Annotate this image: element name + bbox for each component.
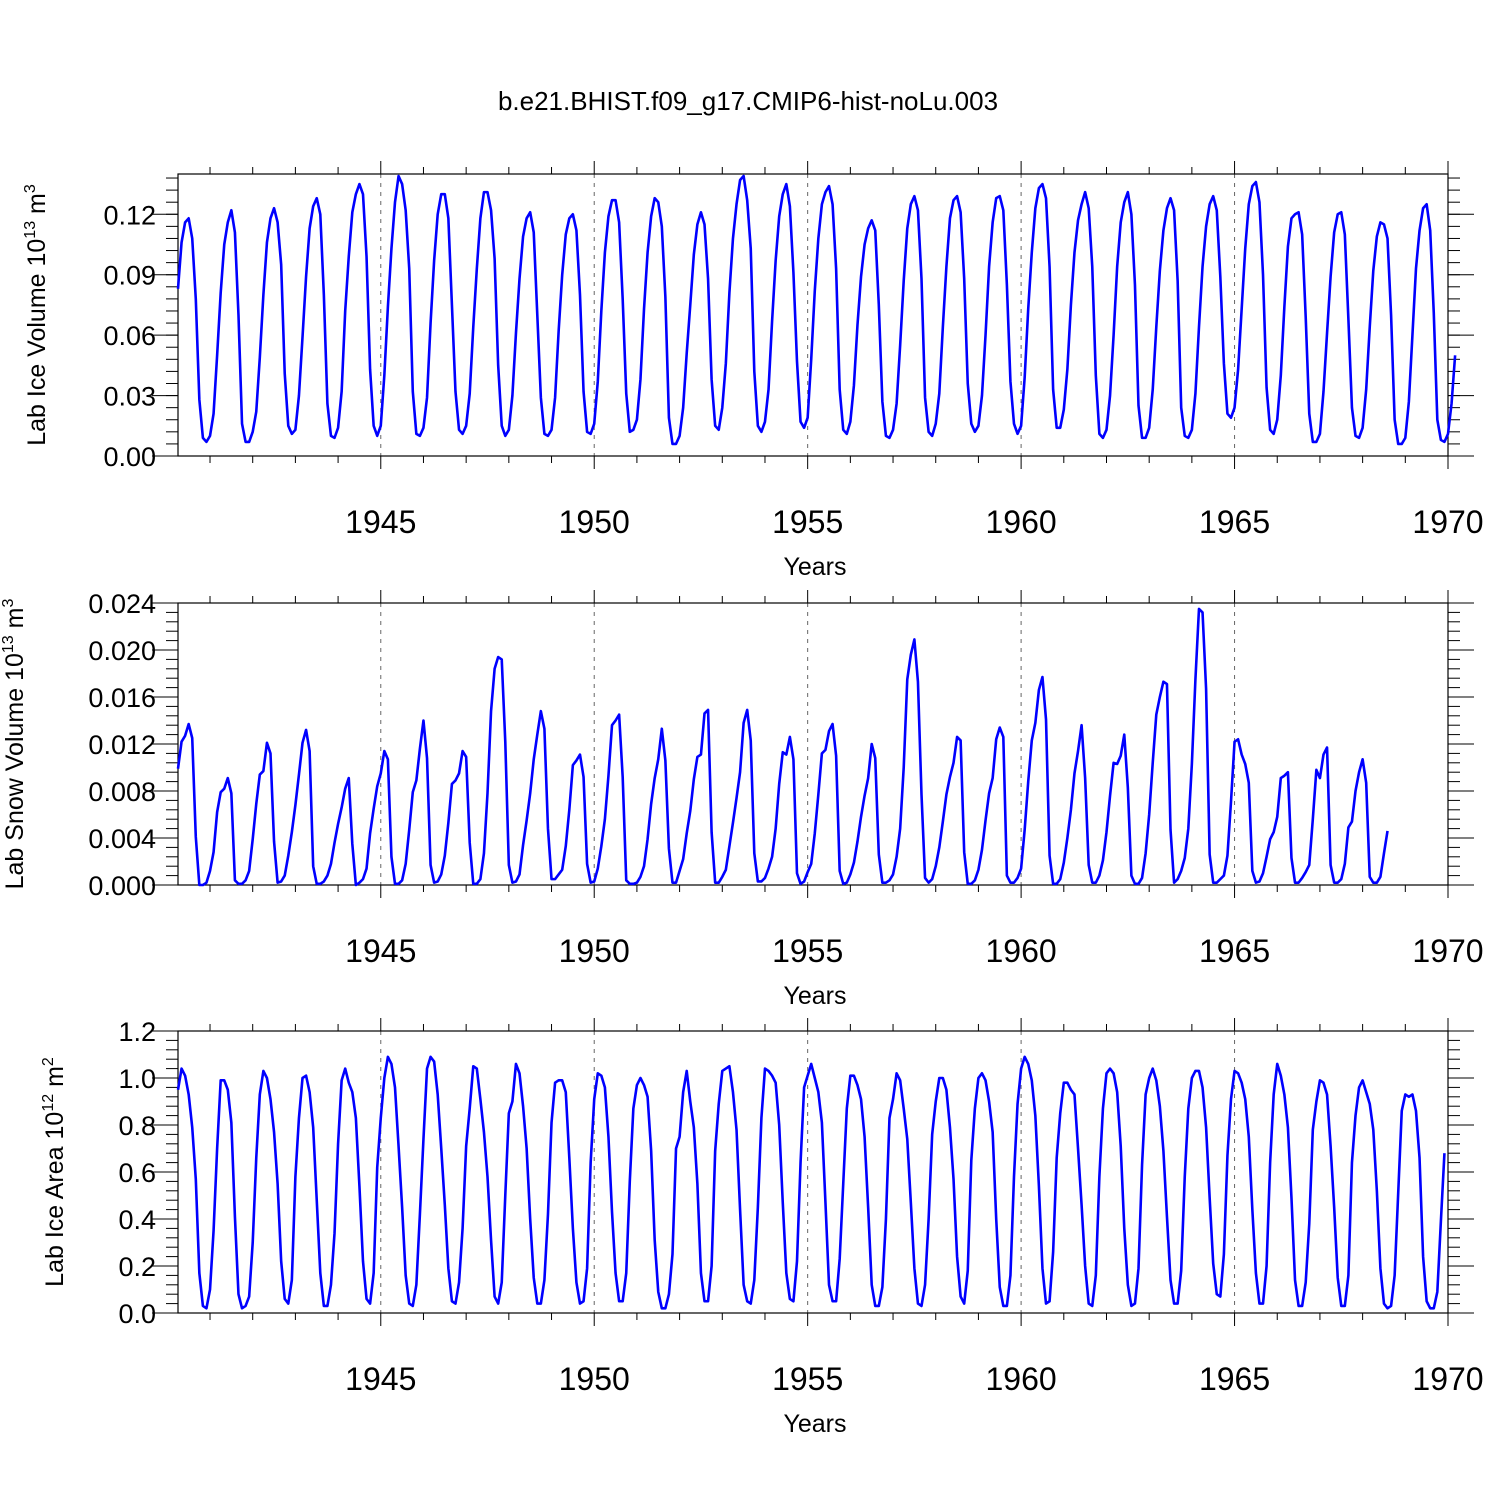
y-axis-title: Lab Ice Area 1012 m2 [40,1057,69,1287]
panel-1: 1945 1950 1955 1960 1965 1970 Years 0.00 0.03 0.0… [22,161,1484,581]
series-line-1 [176,174,1457,446]
x-tick-label: 1945 [345,933,416,969]
y-tick-label: 0.020 [88,636,156,666]
x-tick-label: 1950 [559,1361,630,1397]
y-tick-label: 0.12 [103,200,156,230]
y-axis-title: Lab Ice Volume 1013 m3 [22,184,51,446]
x-tick-label: 1945 [345,504,416,540]
x-axis-title: Years [783,982,846,1010]
y-axis-title-unit-exponent: 2 [40,1057,57,1066]
x-tick-label: 1960 [986,1361,1057,1397]
y-tick-label: 0.03 [103,382,156,412]
x-tick-label: 1950 [559,504,630,540]
x-tick-label: 1955 [772,933,843,969]
y-tick-label: 0.008 [88,777,156,807]
y-tick-label: 0.012 [88,730,156,760]
chart-panels: 1945 1950 1955 1960 1965 1970Years0.000.030.0… [0,161,1484,1438]
x-tick-label: 1960 [986,504,1057,540]
x-tick-label: 1970 [1412,1361,1483,1397]
y-tick-label: 0.09 [103,261,156,291]
y-tick-label: 1.2 [118,1017,156,1047]
y-axis-title-unit: m [1,608,29,636]
x-tick-label: 1965 [1199,933,1270,969]
x-tick-label: 1965 [1199,1361,1270,1397]
chart-title: b.e21.BHIST.f09_g17.CMIP6-hist-noLu.003 [498,86,998,116]
y-tick-label: 0.2 [118,1252,156,1282]
x-tick-label: 1950 [559,933,630,969]
y-axis-title: Lab Snow Volume 1013 m3 [0,599,29,890]
y-tick-label: 0.4 [118,1205,156,1235]
y-tick-label: 0.6 [118,1158,156,1188]
y-tick-label: 0.0 [118,1299,156,1329]
y-axis-title-text: Lab Ice Volume 10 [23,239,51,446]
y-tick-label: 0.016 [88,683,156,713]
x-tick-label: 1970 [1412,933,1483,969]
y-tick-label: 0.06 [103,321,156,351]
y-tick-label: 0.004 [88,824,156,854]
x-axis-title: Years [783,553,846,581]
plot-frame [177,173,1449,457]
panel-3: 1945 1950 1955 1960 1965 1970 Years 0.0 0.2 0.4 0.… [40,1017,1484,1438]
series-line-1 [176,1055,1446,1310]
series-line-1 [176,607,1389,887]
x-tick-label: 1960 [986,933,1057,969]
x-axis-title: Years [783,1410,846,1438]
y-axis-title-text: Lab Ice Area 10 [41,1112,69,1287]
x-tick-label: 1955 [772,504,843,540]
y-tick-label: 1.0 [118,1064,156,1094]
panel-2: 1945 1950 1955 1960 1965 1970 Years 0.000 0.004 0… [0,589,1484,1010]
y-axis-title-unit-exponent: 3 [0,599,17,608]
y-axis-title-exponent: 12 [40,1094,57,1112]
y-axis-title-unit: m [41,1066,69,1094]
y-tick-label: 0.024 [88,589,156,619]
y-axis-title-unit: m [23,193,51,221]
x-tick-label: 1965 [1199,504,1270,540]
y-axis-title-exponent: 13 [0,635,17,653]
y-axis-title-text: Lab Snow Volume 10 [1,653,29,889]
y-tick-label: 0.8 [118,1111,156,1141]
y-tick-label: 0.00 [103,442,156,472]
x-tick-label: 1955 [772,1361,843,1397]
x-tick-label: 1945 [345,1361,416,1397]
y-axis-title-exponent: 13 [22,221,39,239]
x-tick-label: 1970 [1412,504,1483,540]
y-tick-label: 0.000 [88,871,156,901]
y-axis-title-unit-exponent: 3 [22,184,39,193]
